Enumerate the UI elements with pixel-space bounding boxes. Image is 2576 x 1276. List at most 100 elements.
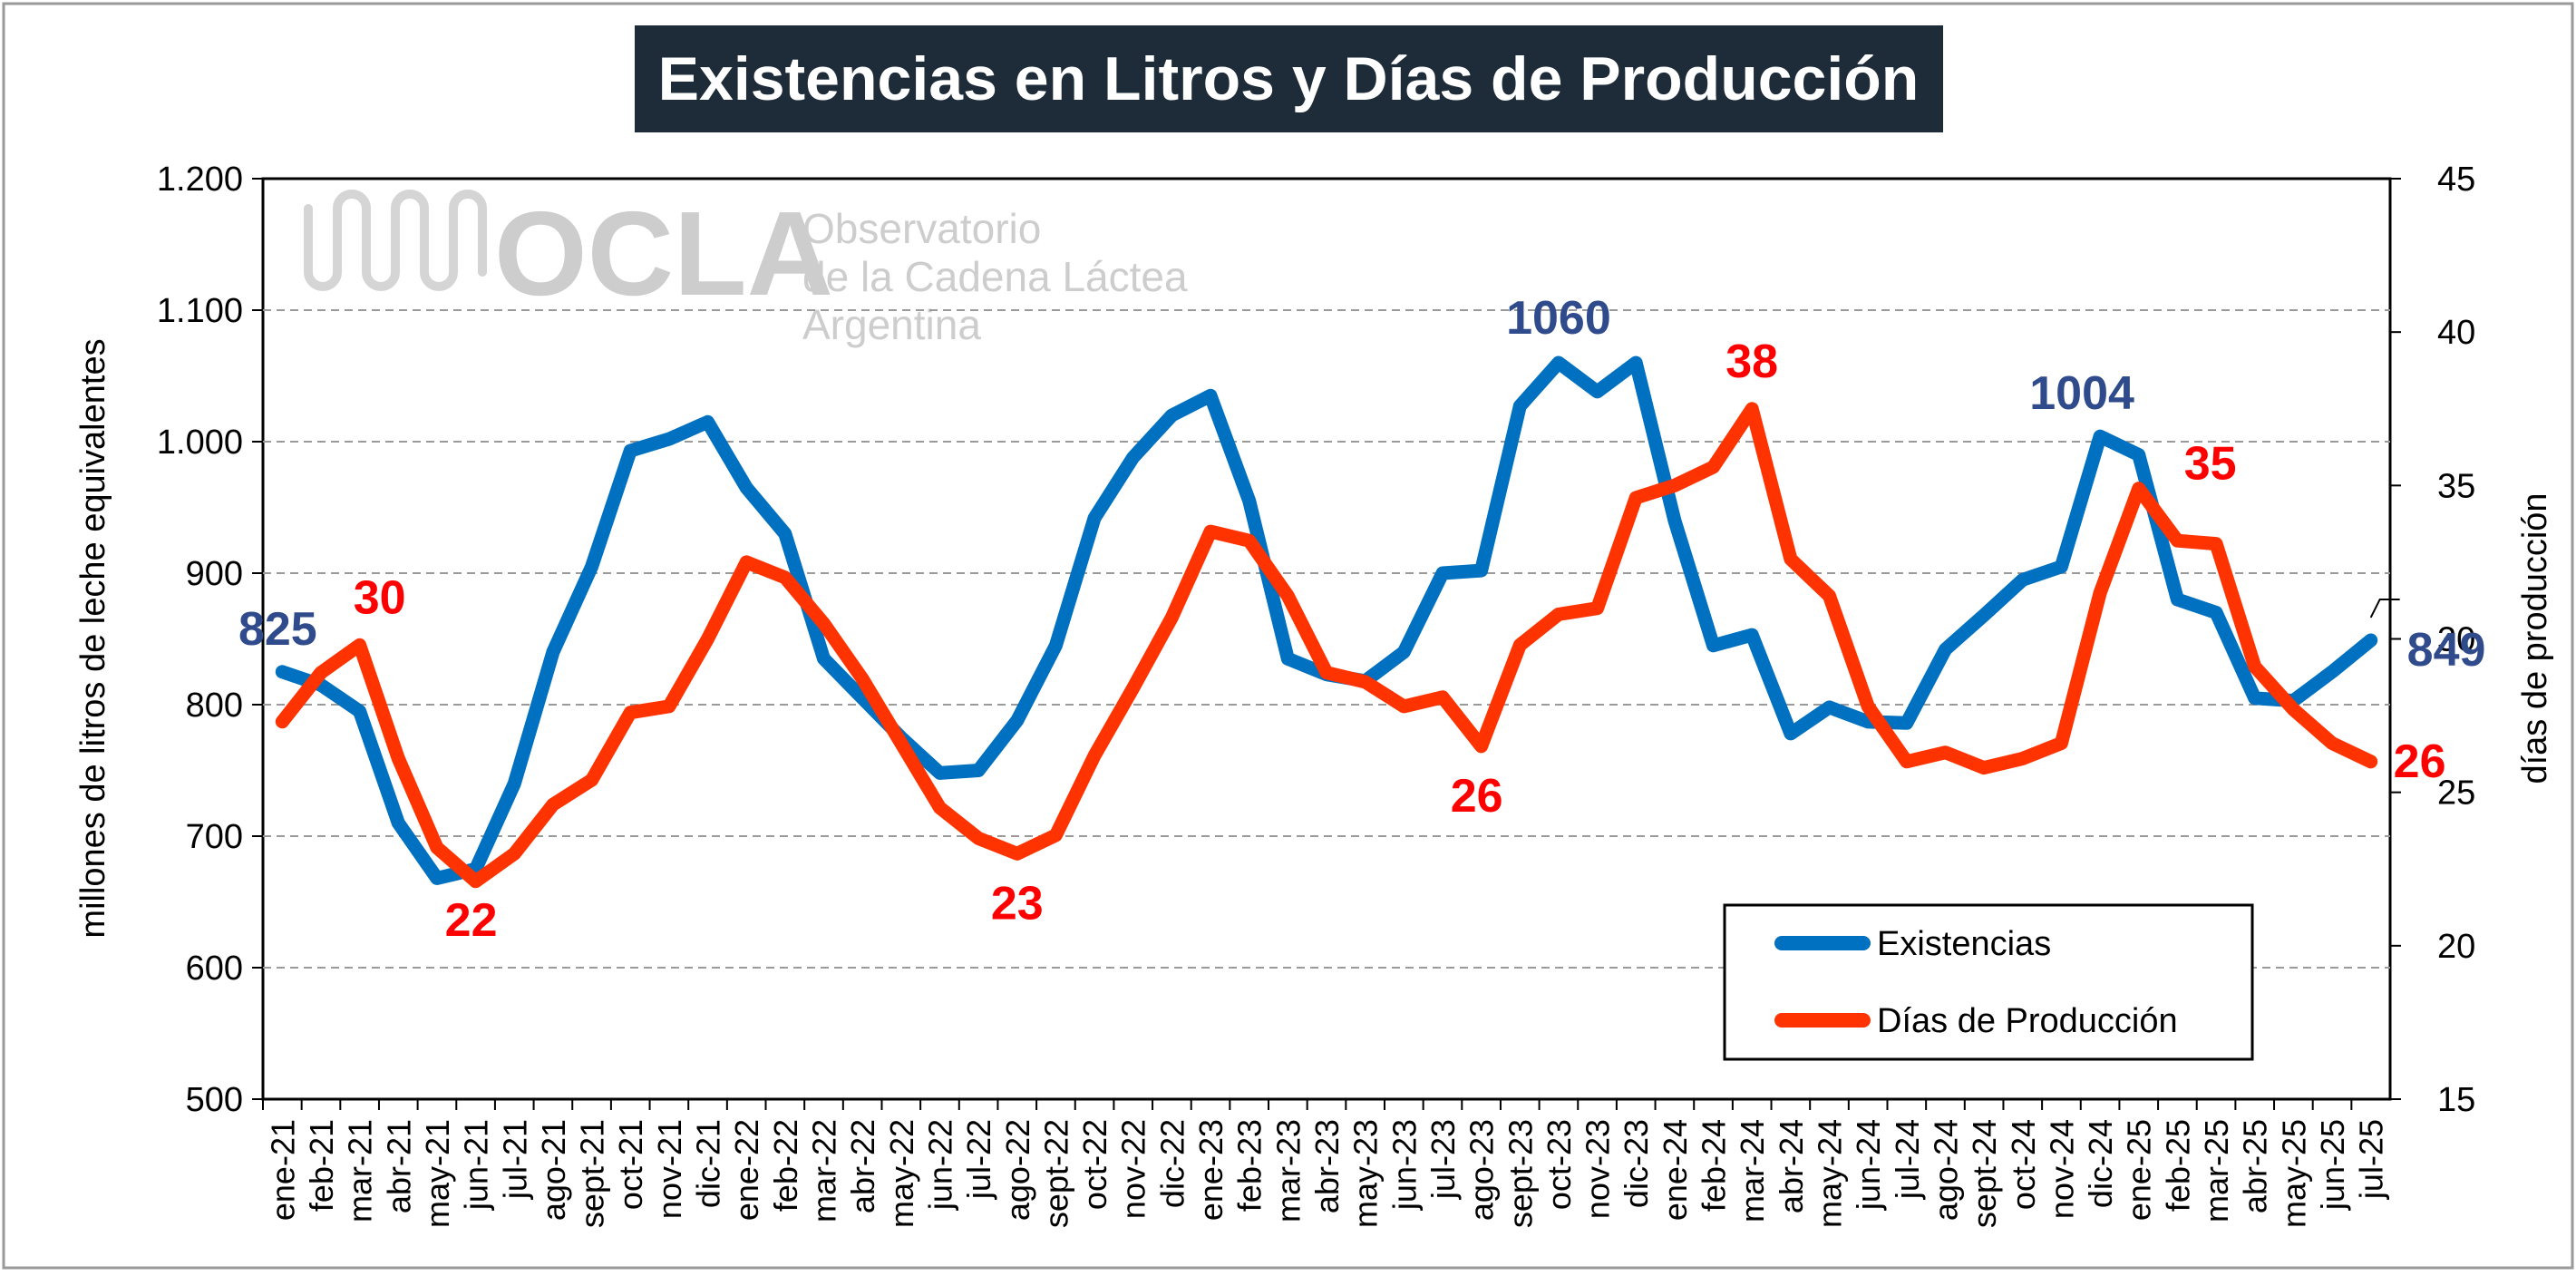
- x-tick-label: nov-24: [2043, 1119, 2080, 1219]
- x-tick-label: ene-24: [1657, 1119, 1694, 1221]
- data-label: 849: [2407, 624, 2486, 677]
- x-tick-label: jul-23: [1424, 1119, 1462, 1200]
- x-tick-label: abr-24: [1773, 1119, 1810, 1213]
- x-tick-label: abr-23: [1308, 1119, 1346, 1213]
- data-label: 23: [991, 877, 1044, 930]
- x-tick-label: feb-25: [2159, 1119, 2196, 1212]
- x-tick-label: jul-24: [1889, 1119, 1926, 1200]
- x-tick-label: mar-25: [2198, 1119, 2235, 1222]
- x-tick-label: feb-21: [303, 1119, 340, 1212]
- right-axis-ticks: 15 20 25 30 35 40 45: [2390, 161, 2475, 1119]
- y2-tick-label: 45: [2437, 161, 2475, 199]
- watermark-logo: OCLA: [494, 187, 833, 320]
- x-tick-label: may-21: [419, 1119, 456, 1228]
- watermark-line3: Argentina: [802, 301, 981, 348]
- x-tick-label: jun-21: [458, 1119, 495, 1211]
- y-tick-label: 500: [186, 1081, 243, 1119]
- x-tick-label: dic-23: [1618, 1119, 1655, 1208]
- y2-tick-label: 25: [2437, 774, 2475, 813]
- x-tick-label: oct-21: [612, 1119, 649, 1210]
- x-tick-label: ene-21: [264, 1119, 301, 1221]
- legend-label-dias: Días de Producción: [1877, 1002, 2178, 1040]
- x-tick-label: oct-23: [1541, 1119, 1578, 1210]
- data-label: 1060: [1506, 292, 1611, 345]
- x-tick-label: jul-22: [960, 1119, 997, 1200]
- legend-label-existencias: Existencias: [1877, 925, 2051, 963]
- data-label: 26: [2394, 735, 2446, 788]
- x-tick-label: ago-23: [1463, 1119, 1501, 1221]
- x-tick-label: feb-22: [767, 1119, 804, 1212]
- data-label: 30: [354, 571, 406, 624]
- data-label: 35: [2184, 438, 2237, 491]
- data-label: 825: [238, 603, 317, 656]
- ocla-watermark: OCLA Observatorio de la Cadena Láctea Ar…: [304, 187, 1188, 348]
- y2-tick-label: 20: [2437, 928, 2475, 966]
- x-tick-label: ago-24: [1927, 1119, 1964, 1221]
- legend: Existencias Días de Producción: [1723, 903, 2254, 1061]
- y-tick-label: 1.000: [157, 424, 243, 462]
- x-tick-label: ago-21: [535, 1119, 572, 1221]
- annotation-leader-line: [2369, 598, 2400, 619]
- x-tick-label: dic-21: [690, 1119, 727, 1208]
- x-tick-label: feb-24: [1696, 1119, 1733, 1212]
- x-tick-label: sept-24: [1966, 1119, 2003, 1228]
- y2-axis-title: días de producción: [2516, 492, 2554, 784]
- x-tick-label: mar-21: [342, 1119, 379, 1222]
- x-tick-label: nov-22: [1115, 1119, 1152, 1219]
- ocla-logo-icon: [304, 190, 487, 291]
- y-tick-label: 700: [186, 818, 243, 856]
- data-label: 1004: [2029, 367, 2134, 420]
- y-tick-label: 1.200: [157, 161, 243, 199]
- data-label: 38: [1725, 336, 1778, 388]
- x-tick-label: may-24: [1812, 1119, 1849, 1228]
- x-tick-label: dic-22: [1153, 1119, 1191, 1208]
- x-tick-label: ago-22: [999, 1119, 1036, 1221]
- x-tick-label: jul-21: [496, 1119, 533, 1200]
- x-tick-label: sept-21: [574, 1119, 611, 1228]
- x-tick-label: oct-24: [2005, 1119, 2042, 1210]
- x-tick-label: ene-22: [728, 1119, 765, 1221]
- x-tick-label: mar-24: [1734, 1119, 1771, 1222]
- series-lines: [275, 356, 2378, 889]
- x-tick-label: jun-24: [1850, 1119, 1887, 1211]
- x-tick-label: jun-25: [2314, 1119, 2351, 1211]
- x-tick-label: sept-23: [1502, 1119, 1539, 1228]
- y2-tick-label: 30: [2437, 621, 2475, 659]
- x-tick-label: feb-23: [1231, 1119, 1269, 1212]
- x-tick-label: abr-25: [2237, 1119, 2274, 1213]
- y-tick-label: 1.100: [157, 292, 243, 330]
- x-tick-label: mar-23: [1269, 1119, 1307, 1222]
- y2-tick-label: 15: [2437, 1081, 2475, 1119]
- x-tick-label: jun-23: [1385, 1119, 1423, 1211]
- x-tick-label: mar-22: [805, 1119, 842, 1222]
- y-tick-label: 600: [186, 950, 243, 988]
- data-label: 26: [1451, 770, 1503, 823]
- y-tick-label: 900: [186, 555, 243, 593]
- x-tick-label: may-25: [2275, 1119, 2312, 1228]
- x-tick-label: may-22: [883, 1119, 920, 1228]
- x-tick-label: nov-21: [651, 1119, 688, 1219]
- x-tick-label: ene-25: [2121, 1119, 2158, 1221]
- x-tick-label: may-23: [1347, 1119, 1385, 1228]
- y2-tick-label: 40: [2437, 314, 2475, 352]
- y-axis-title: millones de litros de leche equivalentes: [74, 338, 112, 938]
- y2-tick-label: 35: [2437, 467, 2475, 505]
- left-axis-ticks: 500 600 700 800 900 1.000 1.100 1.200: [157, 161, 263, 1119]
- chart-title: Existencias en Litros y Días de Producci…: [658, 44, 1920, 113]
- x-tick-label: abr-21: [380, 1119, 417, 1213]
- x-tick-label: sept-22: [1037, 1119, 1074, 1228]
- watermark-line1: Observatorio: [802, 205, 1041, 252]
- x-axis-ticks: ene-21 feb-21 mar-21 abr-21 may-21 jun-21 jul-…: [262, 1099, 2390, 1228]
- x-tick-label: nov-23: [1580, 1119, 1617, 1219]
- series-line-dias-produccion: [275, 402, 2378, 889]
- chart-title-box: [635, 25, 1943, 132]
- x-tick-label: jul-25: [2353, 1119, 2390, 1200]
- legend-box: [1723, 903, 2254, 1061]
- x-tick-label: oct-22: [1076, 1119, 1113, 1210]
- x-tick-label: jun-22: [921, 1119, 958, 1211]
- x-tick-label: ene-23: [1192, 1119, 1230, 1221]
- watermark-line2: de la Cadena Láctea: [802, 253, 1188, 300]
